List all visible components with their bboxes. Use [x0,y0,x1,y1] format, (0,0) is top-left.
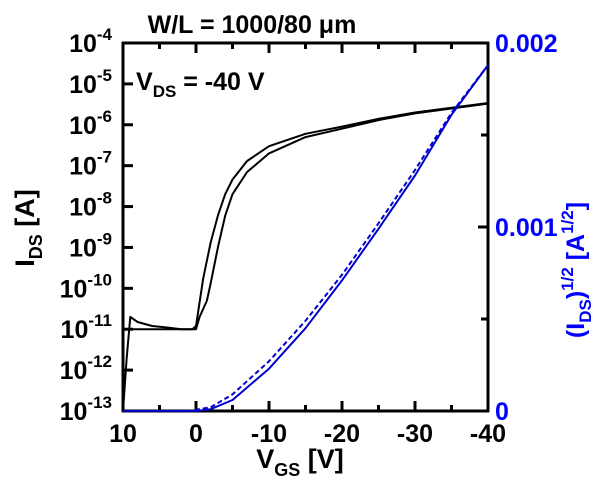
y-left-tick-base: 10 [69,194,97,222]
y-left-tick-exponent: -11 [88,311,112,330]
x-axis-label-rest: [V] [300,444,344,474]
y-left-tick-base: 10 [69,30,97,58]
y-left-axis-label-main: I [10,259,40,267]
vds-annotation-rest: = -40 V [176,68,265,96]
y-right-axis-label-unit-post: ] [562,202,590,210]
y-left-tick-label: 10-10 [60,270,112,303]
vds-annotation-sub: DS [153,82,177,101]
y-right-tick-label: 0.001 [495,214,558,242]
y-left-axis-label: IDS [A] [10,189,46,267]
sqrt-ids-curve [123,64,489,412]
y-left-tick-label: 10-5 [69,66,112,99]
y-left-tick-label: 10-6 [69,107,112,140]
y-left-tick-label: 10-7 [69,148,112,181]
y-left-tick-exponent: -6 [97,107,112,126]
ids-log-curve [123,102,489,331]
y-right-tick-label: 0.002 [495,30,558,58]
y-left-axis-label-rest: [A] [10,189,40,234]
y-left-tick-base: 10 [60,275,88,303]
x-tick-label: -20 [324,420,360,448]
y-left-tick-base: 10 [61,316,89,344]
y-left-tick-base: 10 [60,398,88,426]
y-left-tick-exponent: -10 [87,270,112,289]
x-axis-label: VGS [V] [256,444,344,480]
y-right-axis-label-unit-sup: 1/2 [558,210,577,234]
y-right-axis-label-pre: (I [562,323,590,338]
x-axis-label-sub: GS [274,460,300,480]
y-left-tick-base: 10 [69,234,97,262]
y-right-ticks: 0.002 0.001 0 [478,30,558,426]
x-tick-label: 10 [109,420,137,448]
x-axis-label-main: V [256,444,274,474]
chart-title: W/L = 1000/80 μm [148,11,357,39]
ids-log-curve [122,102,489,412]
plot-frame [121,41,490,413]
y-left-tick-base: 10 [60,357,88,385]
y-right-tick-label: 0 [495,398,509,426]
y-left-tick-exponent: -4 [97,25,113,44]
y-right-axis-label-sub: DS [576,299,595,323]
y-left-tick-exponent: -7 [97,148,112,167]
y-left-tick-exponent: -5 [97,66,112,85]
x-tick-label: -10 [251,420,287,448]
vds-annotation-main: V [136,68,153,96]
y-left-tick-exponent: -13 [87,393,112,412]
sqrt-ids-curve [123,64,489,412]
y-left-tick-base: 10 [69,153,97,181]
y-left-tick-label: 10-11 [61,311,112,344]
y-right-axis-label-post: ) [562,291,590,299]
vds-annotation: VDS = -40 V [136,68,265,101]
y-left-tick-label: 10-13 [60,393,112,426]
y-left-tick-exponent: -8 [97,189,112,208]
series-group [122,64,489,412]
y-left-tick-exponent: -12 [87,352,112,371]
y-left-tick-label: 10-8 [69,189,112,222]
y-left-tick-base: 10 [69,112,97,140]
y-left-tick-label: 10-4 [69,25,112,58]
y-left-tick-label: 10-12 [60,352,112,385]
y-right-axis-label: (IDS)1/2 [A1/2] [558,202,595,338]
y-left-tick-label: 10-9 [69,229,112,262]
y-left-tick-base: 10 [69,71,97,99]
y-left-ticks: 10-410-510-610-710-810-910-1010-1110-121… [60,25,133,426]
y-left-tick-exponent: -9 [97,229,112,248]
x-ticks: 10 0 -10 -20 -30 -40 [109,43,506,448]
x-tick-label: -30 [397,420,433,448]
x-tick-label: 0 [189,420,203,448]
y-left-axis-label-sub: DS [26,234,46,259]
y-right-axis-label-sup: 1/2 [558,267,577,291]
x-tick-label: -40 [470,420,506,448]
y-right-axis-label-unit-pre: [A [562,234,590,267]
